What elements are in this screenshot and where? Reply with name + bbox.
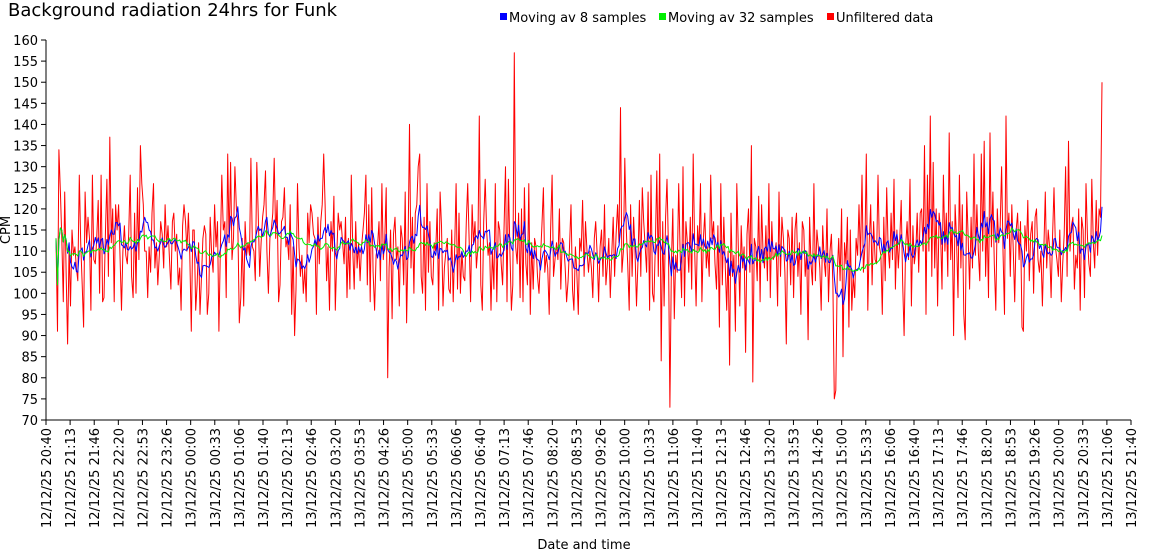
y-tick-label: 155	[13, 55, 38, 70]
x-tick-label: 13/12/25 05:33	[426, 428, 441, 528]
legend: Moving av 8 samples Moving av 32 samples…	[500, 11, 933, 26]
x-tick-label: 12/12/25 20:40	[40, 428, 55, 528]
y-tick-label: 125	[13, 182, 38, 197]
x-tick-label: 13/12/25 09:26	[595, 428, 610, 528]
x-tick-label: 13/12/25 16:06	[884, 428, 899, 528]
x-tick-label: 13/12/25 17:13	[932, 428, 947, 528]
y-tick-label: 130	[13, 161, 38, 176]
legend-swatch-moving-av-32	[659, 13, 666, 20]
y-tick-label: 160	[13, 34, 38, 49]
x-tick-label: 13/12/25 06:06	[450, 428, 465, 528]
x-tick-label: 13/12/25 01:06	[233, 428, 248, 528]
y-tick-label: 100	[13, 287, 38, 302]
x-axis-ticks: 12/12/25 20:40 12/12/25 21:13 12/12/25 21:…	[40, 420, 1140, 528]
x-tick-label: 13/12/25 11:06	[667, 428, 682, 528]
y-tick-label: 105	[13, 266, 38, 281]
plot-area	[55, 52, 1103, 408]
x-tick-label: 13/12/25 02:46	[305, 428, 320, 528]
x-tick-label: 13/12/25 10:33	[643, 428, 658, 528]
x-tick-label: 13/12/25 07:46	[522, 428, 537, 528]
y-tick-label: 115	[13, 224, 38, 239]
y-tick-label: 85	[21, 351, 38, 366]
x-tick-label: 13/12/25 08:20	[546, 428, 561, 528]
y-tick-label: 75	[21, 393, 38, 408]
x-tick-label: 13/12/25 03:53	[353, 428, 368, 528]
x-tick-label: 13/12/25 07:13	[498, 428, 513, 528]
x-tick-label: 13/12/25 10:00	[619, 428, 634, 528]
x-tick-label: 13/12/25 00:33	[209, 428, 224, 528]
x-tick-label: 13/12/25 12:46	[739, 428, 754, 528]
x-tick-label: 13/12/25 13:20	[763, 428, 778, 528]
series-line-moving-av-8	[55, 204, 1103, 305]
y-tick-label: 135	[13, 140, 38, 155]
y-tick-label: 95	[21, 308, 38, 323]
x-tick-label: 13/12/25 02:13	[281, 428, 296, 528]
y-tick-label: 145	[13, 97, 38, 112]
y-axis-label: CPM	[0, 216, 14, 244]
x-tick-label: 13/12/25 21:40	[1125, 428, 1140, 528]
x-tick-label: 12/12/25 22:53	[136, 428, 151, 528]
y-tick-label: 80	[21, 372, 38, 387]
y-tick-label: 150	[13, 76, 38, 91]
x-tick-label: 13/12/25 06:40	[474, 428, 489, 528]
x-tick-label: 13/12/25 20:33	[1077, 428, 1092, 528]
series-line-unfiltered	[55, 52, 1103, 408]
x-tick-label: 13/12/25 20:00	[1053, 428, 1068, 528]
legend-swatch-moving-av-8	[500, 13, 507, 20]
x-tick-label: 13/12/25 11:40	[691, 428, 706, 528]
chart-title: Background radiation 24hrs for Funk	[8, 0, 338, 21]
x-tick-label: 13/12/25 04:26	[378, 428, 393, 528]
x-tick-label: 12/12/25 22:20	[112, 428, 127, 528]
legend-swatch-unfiltered	[827, 13, 834, 20]
legend-label-unfiltered: Unfiltered data	[836, 11, 933, 26]
series-line-moving-av-32	[55, 227, 1103, 286]
x-tick-label: 13/12/25 18:53	[1004, 428, 1019, 528]
x-tick-label: 13/12/25 12:13	[715, 428, 730, 528]
x-tick-label: 13/12/25 15:00	[836, 428, 851, 528]
x-axis-label: Date and time	[537, 538, 630, 553]
x-tick-label: 13/12/25 03:20	[329, 428, 344, 528]
x-tick-label: 13/12/25 19:26	[1029, 428, 1044, 528]
x-tick-label: 13/12/25 14:26	[812, 428, 827, 528]
x-tick-label: 13/12/25 01:40	[257, 428, 272, 528]
x-tick-label: 12/12/25 21:46	[88, 428, 103, 528]
x-tick-label: 13/12/25 17:46	[956, 428, 971, 528]
x-tick-label: 12/12/25 21:13	[64, 428, 79, 528]
y-axis-ticks: 70 75 80 85 90 95 100 105 110 115 120 125 130 135 140 1…	[13, 34, 46, 429]
x-tick-label: 13/12/25 13:53	[787, 428, 802, 528]
y-tick-label: 110	[13, 245, 38, 260]
x-tick-label: 13/12/25 08:53	[570, 428, 585, 528]
y-tick-label: 90	[21, 330, 38, 345]
y-tick-label: 140	[13, 118, 38, 133]
x-tick-label: 13/12/25 15:33	[860, 428, 875, 528]
y-tick-label: 70	[21, 414, 38, 429]
legend-label-moving-av-8: Moving av 8 samples	[509, 11, 647, 26]
x-tick-label: 13/12/25 00:00	[185, 428, 200, 528]
x-tick-label: 13/12/25 05:00	[402, 428, 417, 528]
y-tick-label: 120	[13, 203, 38, 218]
legend-label-moving-av-32: Moving av 32 samples	[668, 11, 814, 26]
x-tick-label: 13/12/25 16:40	[908, 428, 923, 528]
x-tick-label: 13/12/25 21:06	[1101, 428, 1116, 528]
x-tick-label: 13/12/25 18:20	[980, 428, 995, 528]
x-tick-label: 12/12/25 23:26	[161, 428, 176, 528]
